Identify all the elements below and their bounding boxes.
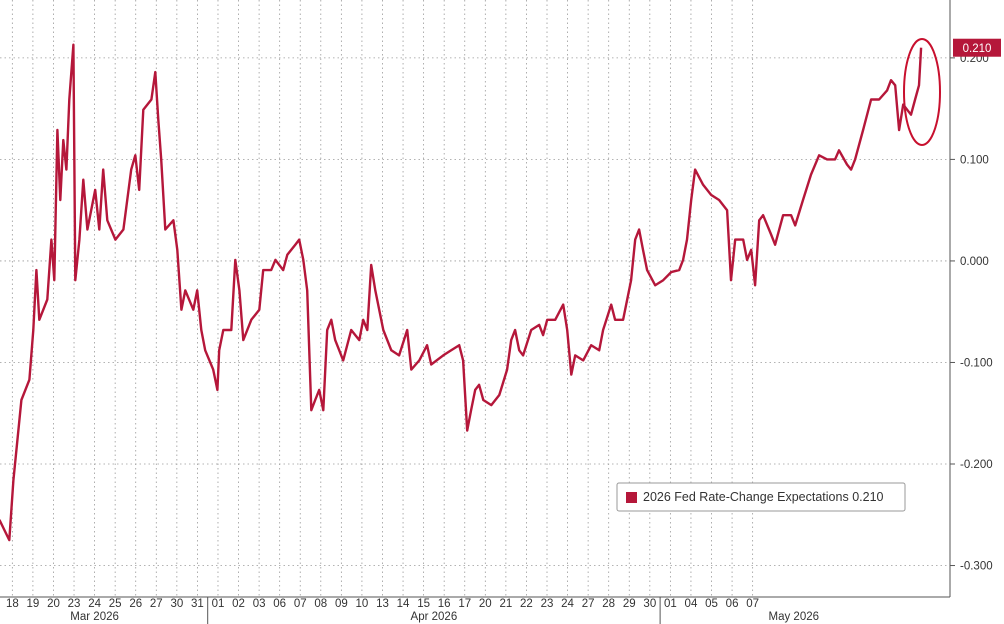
x-tick-label: 30: [170, 598, 183, 610]
x-tick-label: 25: [109, 598, 122, 610]
x-tick-label: 20: [479, 598, 492, 610]
x-tick-label: 01: [212, 598, 225, 610]
month-label: Apr 2026: [411, 611, 458, 623]
x-tick-label: 02: [232, 598, 245, 610]
month-label: May 2026: [769, 611, 820, 623]
x-tick-label: 04: [685, 598, 698, 610]
grid: [0, 0, 948, 597]
y-tick-label: -0.200: [960, 459, 993, 471]
x-tick-label: 20: [47, 598, 60, 610]
x-tick-label: 09: [335, 598, 348, 610]
x-tick-label: 31: [191, 598, 204, 610]
x-tick-label: 19: [27, 598, 40, 610]
legend-value: 0.210: [852, 490, 883, 504]
x-tick-label: 23: [68, 598, 81, 610]
y-tick-label: 0.100: [960, 154, 989, 166]
x-tick-label: 06: [726, 598, 739, 610]
x-tick-label: 28: [602, 598, 615, 610]
x-tick-label: 05: [705, 598, 718, 610]
x-tick-label: 26: [129, 598, 142, 610]
y-tick-label: -0.300: [960, 561, 993, 573]
x-tick-label: 16: [438, 598, 451, 610]
x-tick-label: 29: [623, 598, 636, 610]
y-tick-label: 0.000: [960, 256, 989, 268]
x-tick-label: 10: [356, 598, 369, 610]
x-tick-label: 24: [88, 598, 101, 610]
legend-swatch: [626, 492, 637, 503]
x-tick-label: 07: [746, 598, 759, 610]
x-tick-label: 13: [376, 598, 389, 610]
y-tick-label: -0.100: [960, 357, 993, 369]
legend-box: [616, 482, 906, 512]
last-value-label: 0.210: [963, 43, 992, 55]
month-label: Mar 2026: [70, 611, 119, 623]
data-line: [0, 43, 923, 542]
x-tick-label: 15: [417, 598, 430, 610]
x-tick-label: 07: [294, 598, 307, 610]
x-tick-label: 30: [643, 598, 656, 610]
x-tick-label: 08: [314, 598, 327, 610]
legend-name: 2026 Fed Rate-Change Expectations: [643, 490, 849, 504]
x-tick-label: 03: [253, 598, 266, 610]
x-tick-label: 27: [150, 598, 163, 610]
x-tick-label: 24: [561, 598, 574, 610]
x-tick-label: 14: [397, 598, 410, 610]
x-tick-label: 27: [582, 598, 595, 610]
x-tick-label: 23: [541, 598, 554, 610]
x-tick-label: 01: [664, 598, 677, 610]
x-tick-label: 06: [273, 598, 286, 610]
x-tick-label: 22: [520, 598, 533, 610]
x-tick-label: 18: [6, 598, 19, 610]
x-tick-label: 17: [458, 598, 471, 610]
highlight-ellipse: [903, 38, 941, 146]
legend-label: 2026 Fed Rate-Change Expectations 0.210: [643, 490, 884, 504]
x-tick-label: 21: [499, 598, 512, 610]
last-value-tag: [953, 38, 1001, 57]
